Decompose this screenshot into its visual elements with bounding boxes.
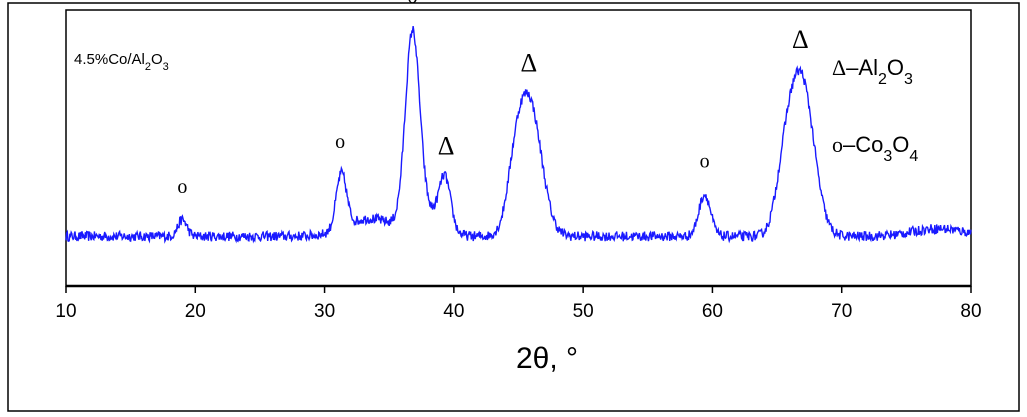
- peak-marker-al2o3: Δ: [520, 48, 537, 77]
- x-ticks: [65, 286, 972, 293]
- x-tick-label: 40: [443, 301, 464, 322]
- series-line-xrd: [65, 25, 972, 244]
- peak-marker-co3o4: o: [700, 150, 710, 172]
- x-tick-label: 10: [55, 301, 76, 322]
- x-tick-label: 70: [831, 301, 852, 322]
- peak-markers: o o o Δ Δo Δ: [177, 0, 808, 198]
- peak-marker-al2o3: Δ: [792, 25, 809, 54]
- legend-co3o4: o–Co3O4: [832, 132, 918, 165]
- x-tick-label: 50: [573, 301, 594, 322]
- x-tick-labels: 10 20 30 40 50 60 70 80: [55, 301, 981, 322]
- legend-al2o3: Δ–Al2O3: [832, 55, 913, 88]
- peak-marker-co3o4: o: [407, 0, 417, 8]
- peak-marker-co3o4: o: [335, 131, 345, 153]
- x-tick-label: 60: [702, 301, 723, 322]
- x-axis-label: 2θ, °: [516, 342, 578, 375]
- peak-marker-co3o4: o: [177, 176, 187, 198]
- x-tick-label: 80: [960, 301, 981, 322]
- x-tick-label: 20: [185, 301, 206, 322]
- figure-frame: [7, 2, 1020, 412]
- peak-marker-al2o3: Δ: [438, 132, 455, 161]
- x-tick-label: 30: [314, 301, 335, 322]
- sample-label: 4.5%Co/Al2O3: [74, 51, 169, 73]
